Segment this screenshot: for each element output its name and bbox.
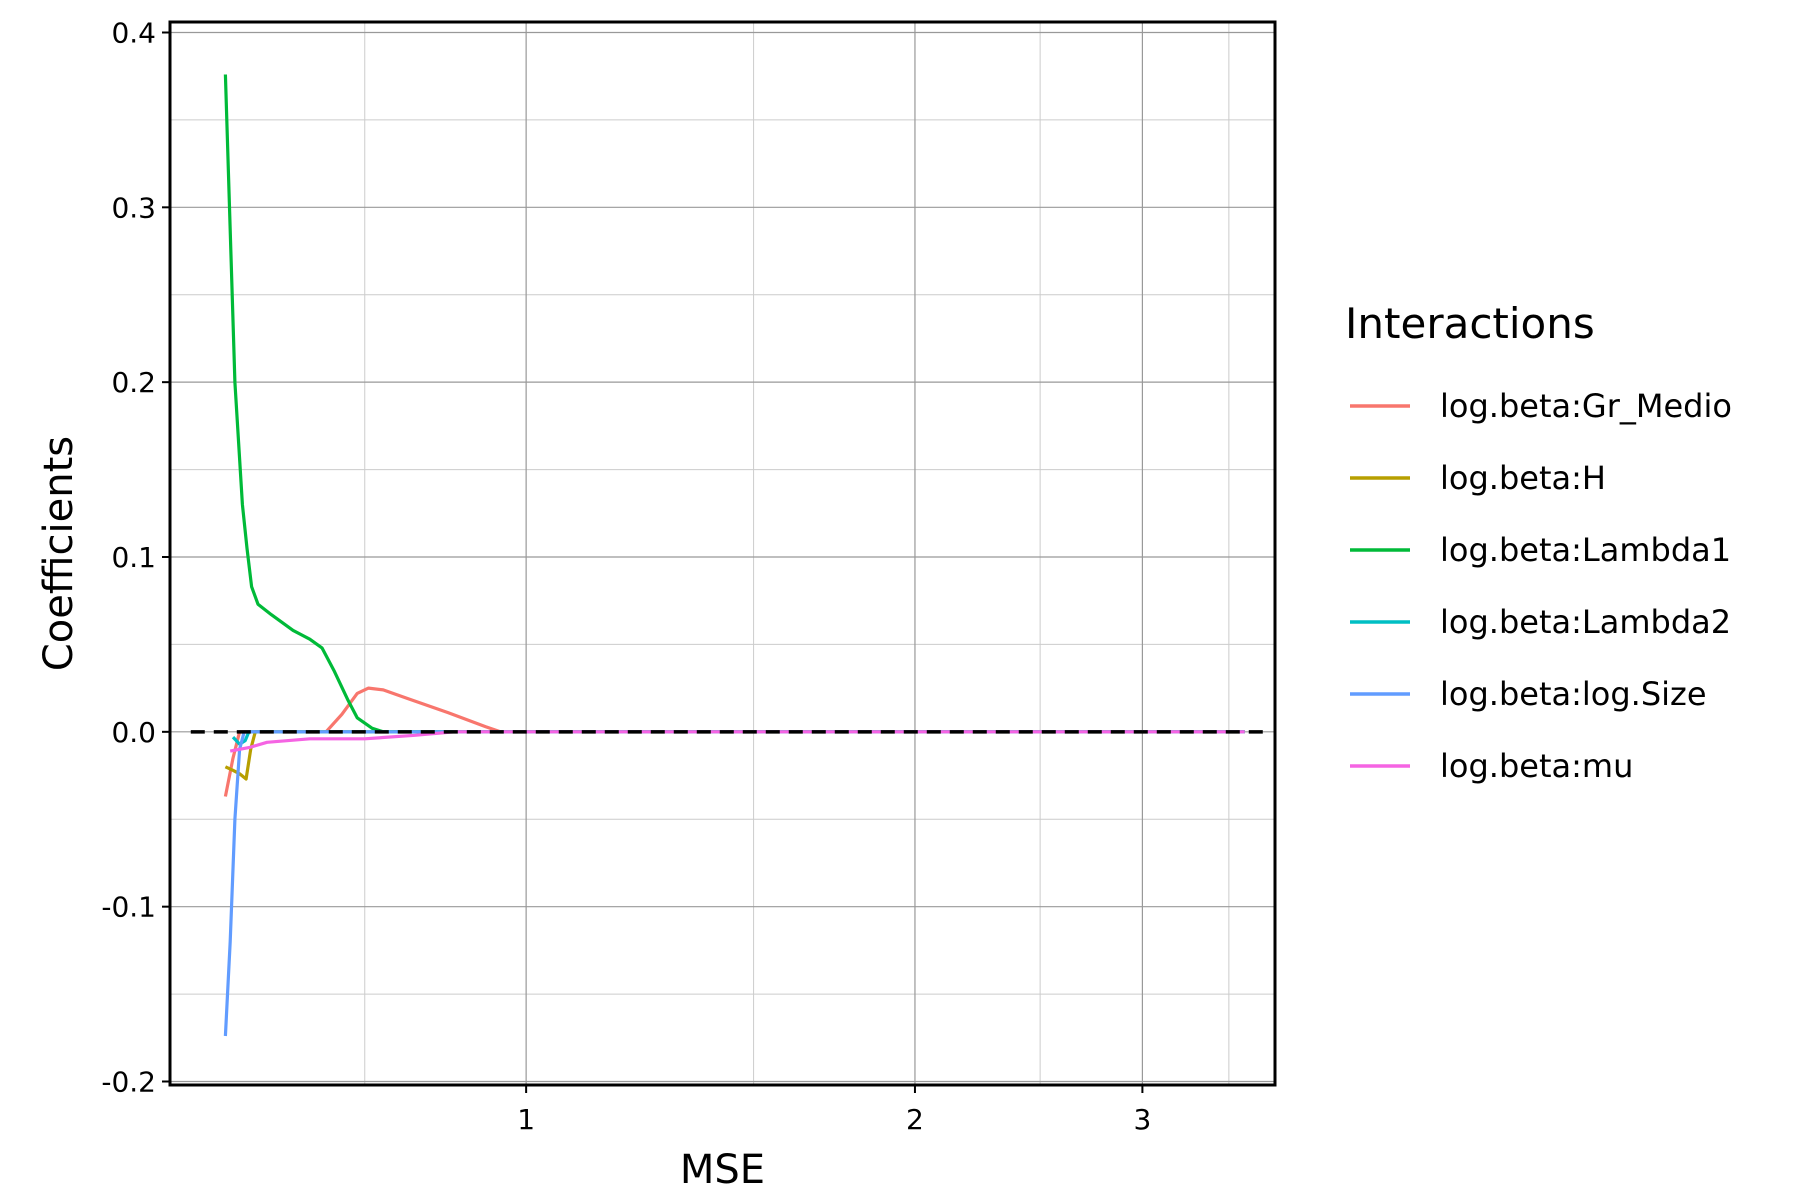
y-tick-label: -0.1 [101,891,156,924]
y-tick-label: 0.3 [111,191,156,224]
legend-label: log.beta:Gr_Medio [1440,387,1732,425]
x-axis-title: MSE [680,1147,765,1193]
x-axis: 1 2 3 [517,1085,1151,1136]
x-tick-label: 2 [906,1103,924,1136]
y-axis-title: Coefficients [36,436,82,671]
grid-minor [170,22,1275,1085]
y-tick-label: -0.2 [101,1066,156,1099]
legend-label: log.beta:log.Size [1440,675,1707,713]
legend-label: log.beta:Lambda1 [1440,531,1731,569]
legend-label: log.beta:mu [1440,747,1633,785]
panel-border [168,20,1277,1087]
legend: Interactions log.beta:Gr_Medio log.beta:H… [1345,299,1732,785]
y-axis: -0.2 -0.1 0.0 0.1 0.2 0.3 0.4 [101,16,170,1099]
y-tick-label: 0.2 [111,366,156,399]
x-tick-label: 3 [1133,1103,1151,1136]
legend-label: log.beta:H [1440,459,1606,497]
y-tick-label: 0.4 [111,16,156,49]
x-tick-label: 1 [517,1103,535,1136]
legend-label: log.beta:Lambda2 [1440,603,1731,641]
y-tick-label: 0.0 [111,716,156,749]
series-line-log-beta-lambda1 [223,74,1245,734]
y-tick-label: 0.1 [111,541,156,574]
legend-title: Interactions [1345,299,1595,348]
